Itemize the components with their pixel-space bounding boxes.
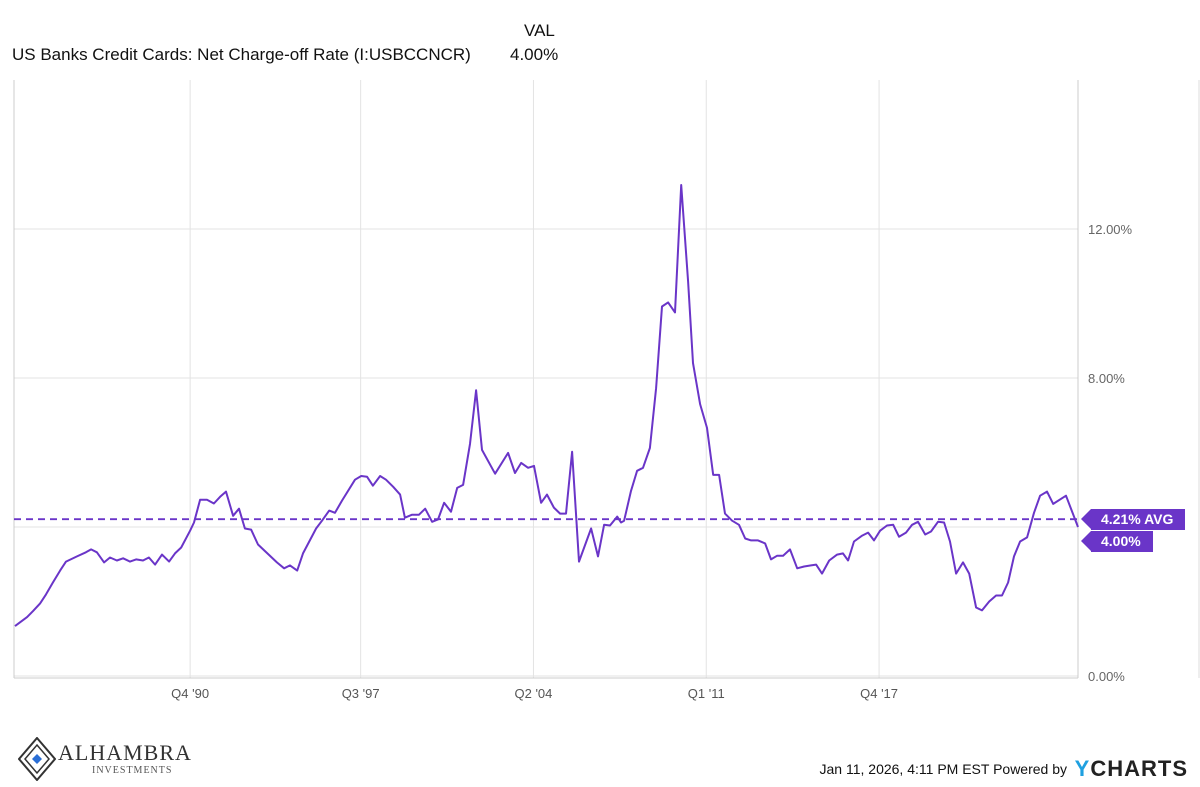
- logo-subtitle: INVESTMENTS: [92, 765, 173, 776]
- x-tick-label: Q4 '90: [171, 686, 209, 701]
- y-tick-label: 8.00%: [1088, 371, 1125, 386]
- series-line: [14, 184, 1079, 627]
- ycharts-logo-text: CHARTS: [1090, 756, 1188, 781]
- column-header-val: VAL: [524, 21, 555, 40]
- y-tick-label: 0.00%: [1088, 669, 1125, 684]
- series-name: US Banks Credit Cards: Net Charge-off Ra…: [12, 45, 471, 64]
- timestamp: Jan 11, 2026, 4:11 PM EST Powered by: [819, 761, 1067, 777]
- average-badge: 4.21% AVG: [1080, 509, 1186, 530]
- series-value: 4.00%: [510, 45, 559, 64]
- x-tick-label: Q4 '17: [860, 686, 898, 701]
- x-tick-label: Q2 '04: [515, 686, 553, 701]
- logo-name: ALHAMBRA: [58, 740, 192, 765]
- x-tick-label: Q3 '97: [342, 686, 380, 701]
- last-value-badge: 4.00%: [1081, 531, 1153, 552]
- ycharts-logo-y: Y: [1074, 756, 1091, 781]
- y-tick-label: 12.00%: [1088, 222, 1133, 237]
- x-tick-label: Q1 '11: [688, 686, 725, 701]
- ycharts-logo[interactable]: YCHARTS: [1075, 756, 1188, 782]
- alhambra-logo-icon: [18, 737, 56, 781]
